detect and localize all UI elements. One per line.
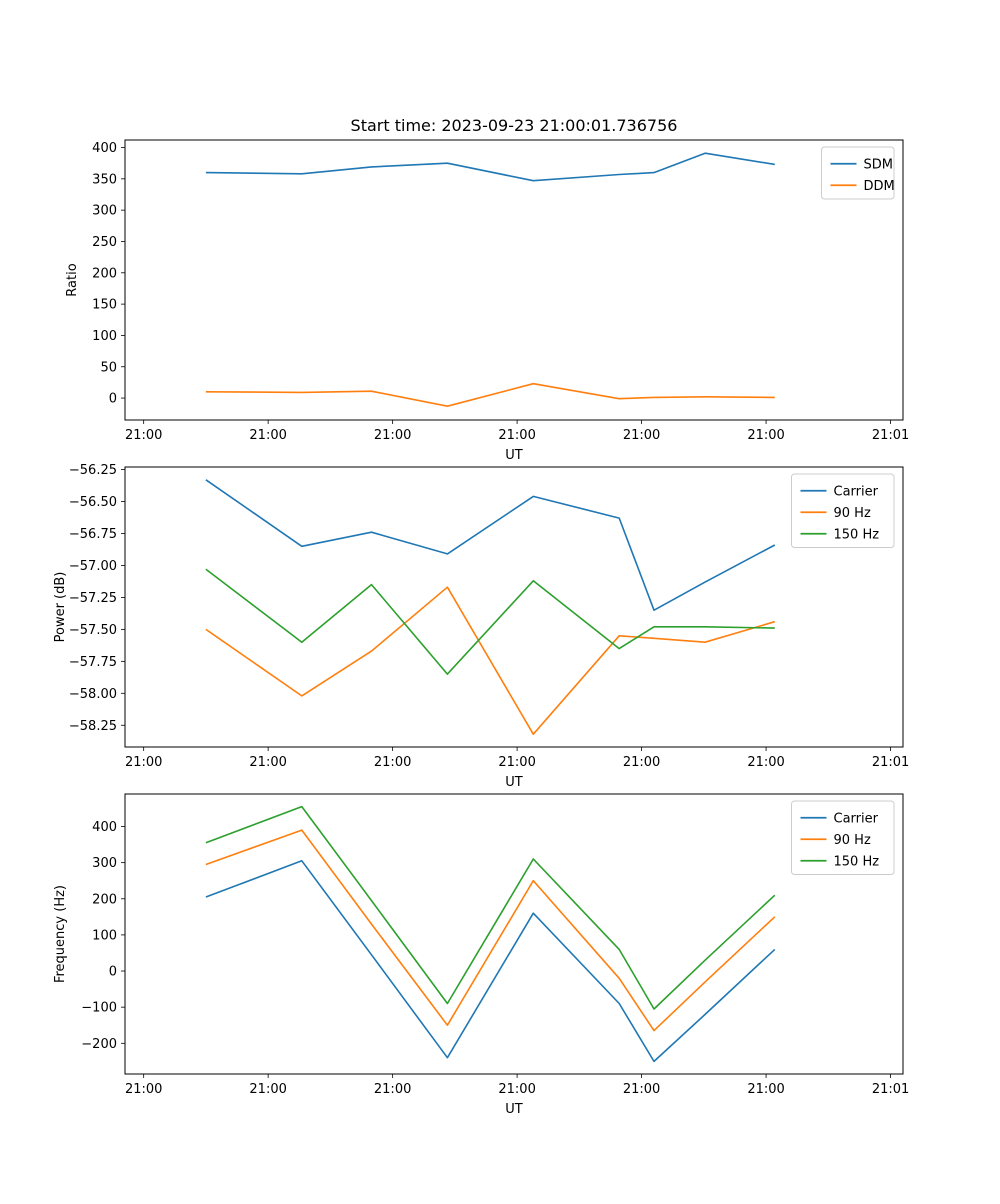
x-tick-label: 21:00 bbox=[374, 1082, 411, 1097]
series-line-ddm bbox=[205, 382, 775, 408]
y-tick-label: 400 bbox=[92, 141, 117, 156]
legend-label: SDM bbox=[864, 157, 893, 172]
y-tick-label: 200 bbox=[92, 892, 117, 907]
y-tick-label: −56.50 bbox=[69, 495, 117, 510]
y-tick-label: 250 bbox=[92, 235, 117, 250]
legend-label: 150 Hz bbox=[834, 527, 880, 542]
x-tick-label: 21:00 bbox=[125, 1082, 162, 1097]
x-tick-label: 21:00 bbox=[498, 428, 535, 443]
x-tick-label: 21:00 bbox=[623, 1082, 660, 1097]
legend: SDM DDM bbox=[821, 146, 895, 200]
legend-label: 90 Hz bbox=[834, 833, 871, 848]
y-tick-label: −57.00 bbox=[69, 559, 117, 574]
x-tick-label: 21:00 bbox=[747, 428, 784, 443]
x-tick-label: 21:00 bbox=[374, 755, 411, 770]
x-tick-label: 21:00 bbox=[498, 1082, 535, 1097]
x-tick-label: 21:00 bbox=[374, 428, 411, 443]
series-line-90-hz bbox=[205, 829, 776, 1032]
legend-label: 90 Hz bbox=[834, 506, 871, 521]
chart-title: Start time: 2023-09-23 21:00:01.736756 bbox=[350, 116, 678, 135]
y-tick-label: 100 bbox=[92, 928, 117, 943]
series-line-carrier bbox=[205, 859, 776, 1063]
series-line-150-hz bbox=[205, 568, 775, 675]
y-tick-label: 300 bbox=[92, 204, 117, 219]
y-tick-label: 150 bbox=[92, 298, 117, 313]
x-axis-label: UT bbox=[505, 448, 523, 463]
frequency-chart: 21:00 21:00 21:00 21:00 21:00 21:00 21:01 −200 −… bbox=[53, 793, 909, 1117]
ratio-chart: 21:00 21:00 21:00 21:00 21:00 21:00 21:01 0 50 10… bbox=[65, 139, 909, 463]
series-line-carrier bbox=[205, 479, 776, 612]
series-line-150-hz bbox=[205, 805, 776, 1010]
legend-label: 150 Hz bbox=[834, 854, 880, 869]
x-tick-label: 21:00 bbox=[249, 755, 286, 770]
x-tick-label: 21:00 bbox=[623, 755, 660, 770]
x-tick-label: 21:00 bbox=[125, 428, 162, 443]
y-tick-label: −57.25 bbox=[69, 591, 117, 606]
y-axis-label: Frequency (Hz) bbox=[53, 885, 68, 983]
y-tick-label: −57.75 bbox=[69, 655, 117, 670]
y-tick-label: −56.25 bbox=[69, 463, 117, 478]
y-tick-label: 200 bbox=[92, 266, 117, 281]
axes-frame bbox=[124, 793, 904, 1075]
x-tick-label: 21:00 bbox=[249, 1082, 286, 1097]
y-tick-label: −58.25 bbox=[69, 719, 117, 734]
legend-label: DDM bbox=[864, 179, 895, 194]
axes-frame bbox=[124, 139, 904, 421]
x-tick-label: 21:01 bbox=[872, 755, 909, 770]
x-tick-label: 21:01 bbox=[872, 1082, 909, 1097]
y-tick-label: 100 bbox=[92, 329, 117, 344]
x-axis-label: UT bbox=[505, 775, 523, 790]
y-tick-label: −57.50 bbox=[69, 623, 117, 638]
legend-box bbox=[791, 473, 895, 548]
legend: Carrier 90 Hz 150 Hz bbox=[791, 800, 895, 875]
y-tick-label: 0 bbox=[109, 392, 117, 407]
y-tick-label: 350 bbox=[92, 172, 117, 187]
legend: Carrier 90 Hz 150 Hz bbox=[791, 473, 895, 548]
y-tick-label: −56.75 bbox=[69, 527, 117, 542]
x-tick-label: 21:00 bbox=[125, 755, 162, 770]
y-tick-label: 400 bbox=[92, 820, 117, 835]
series-line-90-hz bbox=[205, 586, 776, 736]
series-line-sdm bbox=[205, 152, 775, 182]
legend-box bbox=[791, 800, 895, 875]
x-tick-label: 21:00 bbox=[747, 755, 784, 770]
y-tick-label: 300 bbox=[92, 856, 117, 871]
power-chart: 21:00 21:00 21:00 21:00 21:00 21:00 21:01 −58.2… bbox=[53, 463, 909, 790]
y-axis-label: Ratio bbox=[65, 263, 80, 296]
y-tick-label: −58.00 bbox=[69, 687, 117, 702]
legend-label: Carrier bbox=[834, 484, 879, 499]
x-axis-label: UT bbox=[505, 1102, 523, 1117]
y-axis-label: Power (dB) bbox=[53, 572, 68, 643]
x-tick-label: 21:00 bbox=[747, 1082, 784, 1097]
y-tick-label: −100 bbox=[81, 1001, 117, 1016]
x-tick-label: 21:00 bbox=[623, 428, 660, 443]
x-tick-label: 21:00 bbox=[249, 428, 286, 443]
axes-frame bbox=[124, 466, 904, 748]
legend-label: Carrier bbox=[834, 811, 879, 826]
y-tick-label: −200 bbox=[81, 1037, 117, 1052]
y-tick-label: 50 bbox=[100, 360, 117, 375]
y-tick-label: 0 bbox=[109, 965, 117, 980]
x-tick-label: 21:01 bbox=[872, 428, 909, 443]
x-tick-label: 21:00 bbox=[498, 755, 535, 770]
